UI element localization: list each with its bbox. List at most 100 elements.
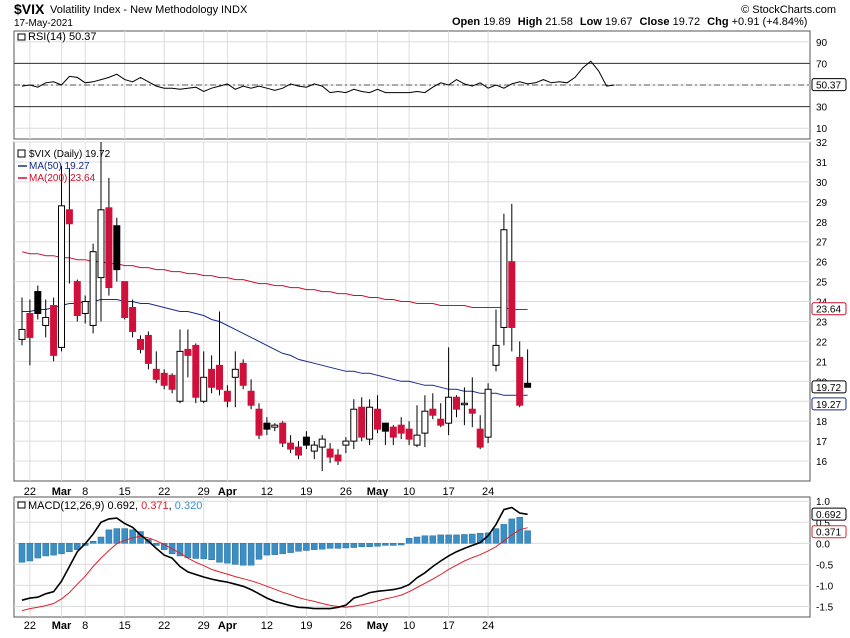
macd-histogram-bar bbox=[366, 543, 373, 547]
ma200-last-label-box bbox=[811, 302, 847, 316]
rsi-y-tick: 10 bbox=[816, 124, 828, 135]
macd-histogram-bar bbox=[342, 543, 350, 549]
candlestick bbox=[18, 297, 26, 346]
candle-body bbox=[453, 396, 460, 410]
candle-body bbox=[168, 374, 176, 390]
macd-histogram-bar bbox=[453, 534, 460, 544]
chart-header: $VIX Volatility Index - New Methodology … bbox=[14, 1, 836, 29]
candle-body bbox=[445, 396, 453, 424]
candle-body bbox=[18, 328, 26, 340]
candle-body bbox=[113, 225, 121, 271]
high-value: 21.58 bbox=[545, 16, 573, 28]
rsi-last-label-box bbox=[811, 78, 847, 92]
candle-body bbox=[287, 442, 295, 450]
candle-body bbox=[302, 436, 310, 446]
candle-body bbox=[271, 424, 279, 428]
symbol-name: Volatility Index - New Methodology bbox=[50, 4, 219, 16]
candle-body bbox=[516, 356, 524, 406]
macd-last-label: 0.692 bbox=[816, 510, 841, 521]
candlestick bbox=[263, 417, 271, 436]
candlestick bbox=[255, 403, 263, 440]
candle-body bbox=[231, 368, 239, 378]
candlestick bbox=[468, 377, 476, 428]
candlestick bbox=[144, 331, 152, 370]
x-tick-label: 8 bbox=[82, 620, 88, 632]
candle-body bbox=[318, 438, 326, 448]
candlestick bbox=[492, 309, 500, 372]
chg-value: +0.91 (+4.84%) bbox=[732, 16, 808, 28]
macd-histogram-bar bbox=[500, 524, 508, 544]
signal-last-label: 0.371 bbox=[816, 528, 841, 539]
candlestick bbox=[508, 203, 516, 352]
macd-histogram-bar bbox=[129, 529, 136, 544]
candlestick bbox=[413, 405, 421, 448]
x-tick-label: May bbox=[367, 620, 389, 632]
candle-body bbox=[247, 390, 255, 406]
macd-histogram-bar bbox=[405, 538, 413, 544]
candle-body bbox=[160, 372, 168, 386]
price-legend-entry: MA(200) 23.64 bbox=[29, 173, 96, 184]
candle-body bbox=[460, 402, 468, 406]
macd-histogram-bar bbox=[334, 543, 342, 549]
candle-body bbox=[342, 440, 350, 446]
price-y-tick: 18 bbox=[816, 417, 828, 428]
price-y-tick: 27 bbox=[816, 238, 828, 249]
candle-body bbox=[350, 408, 358, 442]
macd-histogram-bar bbox=[263, 543, 271, 556]
candle-body bbox=[468, 408, 476, 414]
x-tick-label: 17 bbox=[442, 486, 454, 498]
candlestick bbox=[89, 243, 97, 334]
candlestick bbox=[73, 279, 81, 322]
candlestick bbox=[295, 441, 302, 460]
candlestick bbox=[121, 281, 129, 320]
x-tick-label: Apr bbox=[218, 620, 238, 632]
macd-histogram-bar bbox=[303, 543, 310, 551]
macd-panel: -1.5 -1.0 -0.5 0.0 0.5 1.0 22 Mar 8 15 22 29 Apr 12 19… bbox=[13, 496, 847, 632]
candle-body bbox=[223, 390, 231, 402]
x-tick-label: 17 bbox=[442, 620, 454, 632]
macd-histogram-bar bbox=[34, 543, 42, 559]
x-tick-label: 10 bbox=[403, 620, 415, 632]
macd-histogram-bar bbox=[326, 543, 334, 549]
macd-histogram-bar bbox=[445, 534, 452, 544]
candle-body bbox=[42, 316, 50, 326]
candlestick bbox=[271, 423, 279, 432]
price-y-tick: 17 bbox=[816, 437, 828, 448]
source-credit: © StockCharts.com bbox=[741, 4, 836, 16]
macd-y-tick: 0.5 bbox=[816, 518, 830, 529]
macd-histogram-bar bbox=[18, 543, 26, 563]
x-tick-label: Mar bbox=[52, 486, 72, 498]
macd-legend-sep: , bbox=[135, 500, 141, 512]
macd-histogram-bar bbox=[255, 543, 263, 560]
macd-histogram-bar bbox=[492, 528, 500, 544]
rsi-last-label: 50.37 bbox=[816, 81, 841, 92]
x-tick-label: Mar bbox=[52, 620, 72, 632]
candle-body bbox=[263, 422, 271, 430]
x-tick-label: 10 bbox=[403, 486, 415, 498]
macd-histogram-bar bbox=[350, 543, 358, 548]
macd-histogram-bar bbox=[287, 543, 294, 553]
candlestick bbox=[326, 443, 334, 464]
candle-body bbox=[358, 406, 366, 438]
macd-histogram-bar bbox=[121, 528, 128, 544]
candle-body bbox=[524, 382, 532, 388]
candlestick bbox=[374, 395, 381, 434]
candlestick bbox=[350, 399, 358, 450]
candle-body bbox=[137, 338, 144, 350]
macd-histogram-bar bbox=[239, 543, 247, 566]
x-tick-label: 12 bbox=[261, 486, 273, 498]
ma50-line bbox=[22, 299, 528, 396]
macd-histogram-bar bbox=[153, 543, 160, 546]
macd-histogram-bar bbox=[176, 543, 184, 557]
candlestick bbox=[287, 435, 295, 454]
rsi-y-tick: 30 bbox=[816, 103, 828, 114]
x-tick-label: 22 bbox=[24, 486, 36, 498]
candle-body bbox=[310, 444, 318, 452]
macd-histogram-bar bbox=[42, 543, 49, 557]
candle-body bbox=[65, 209, 73, 225]
close-label: Close bbox=[640, 16, 670, 28]
chg-label: Chg bbox=[707, 16, 728, 28]
candle-body bbox=[295, 446, 302, 456]
